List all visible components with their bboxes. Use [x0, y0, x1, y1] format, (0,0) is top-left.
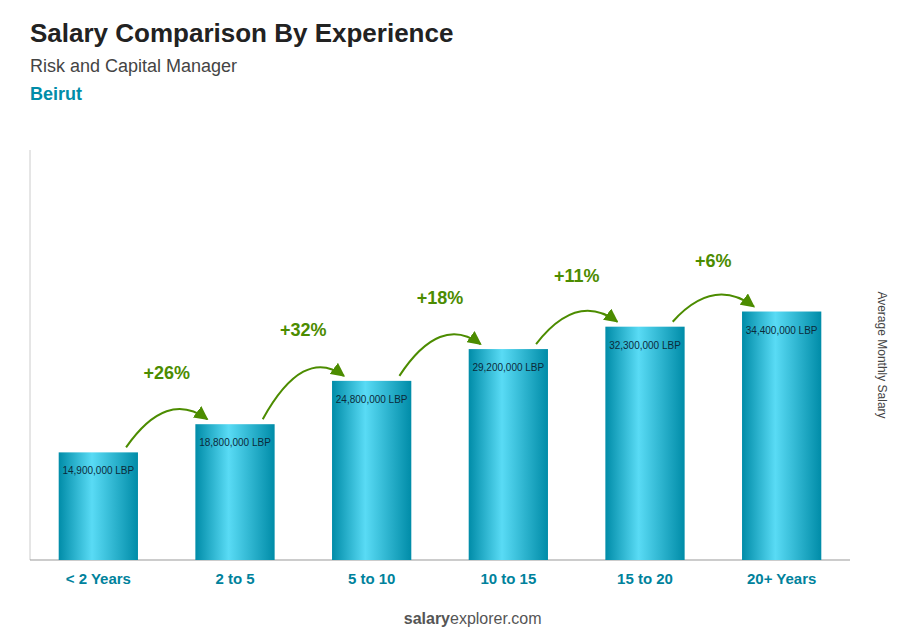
- bar: [195, 424, 274, 560]
- change-arrow: [536, 311, 617, 344]
- title: Salary Comparison By Experience: [30, 18, 453, 48]
- bar: [605, 327, 684, 560]
- y-axis-line: [30, 150, 31, 560]
- x-tick-label: 5 to 10: [348, 570, 396, 587]
- change-arrow: [399, 334, 480, 376]
- value-label: 29,200,000 LBP: [472, 362, 544, 373]
- value-label: 34,400,000 LBP: [746, 325, 818, 336]
- x-tick-label: 20+ Years: [747, 570, 816, 587]
- subtitle: Risk and Capital Manager: [30, 56, 237, 76]
- bars: [59, 312, 822, 560]
- value-label: 18,800,000 LBP: [199, 437, 271, 448]
- change-label: +26%: [143, 363, 190, 383]
- change-label: +18%: [417, 288, 464, 308]
- change-label: +11%: [554, 266, 600, 286]
- y-axis-label: Average Monthly Salary: [875, 291, 889, 418]
- chart-svg: Salary Comparison By Experience Risk and …: [0, 0, 900, 641]
- source-bold: salary: [404, 610, 450, 627]
- bar: [742, 312, 821, 560]
- x-axis-line: [30, 560, 850, 561]
- bar: [332, 381, 411, 560]
- source-normal: explorer.com: [450, 610, 542, 627]
- change-label: +6%: [695, 251, 732, 271]
- value-label: 32,300,000 LBP: [609, 340, 681, 351]
- chart-container: Salary Comparison By Experience Risk and …: [0, 0, 900, 641]
- x-tick-label: 15 to 20: [617, 570, 673, 587]
- bar: [469, 349, 548, 560]
- value-label: 14,900,000 LBP: [62, 465, 134, 476]
- x-tick-label: 2 to 5: [215, 570, 254, 587]
- change-arrow: [126, 409, 207, 447]
- value-label: 24,800,000 LBP: [336, 394, 408, 405]
- change-arrow: [263, 367, 344, 419]
- change-label: +32%: [280, 320, 327, 340]
- bar: [59, 452, 138, 560]
- city: Beirut: [30, 84, 82, 104]
- change-arrow: [673, 295, 754, 322]
- x-tick-label: < 2 Years: [66, 570, 131, 587]
- x-tick-label: 10 to 15: [480, 570, 536, 587]
